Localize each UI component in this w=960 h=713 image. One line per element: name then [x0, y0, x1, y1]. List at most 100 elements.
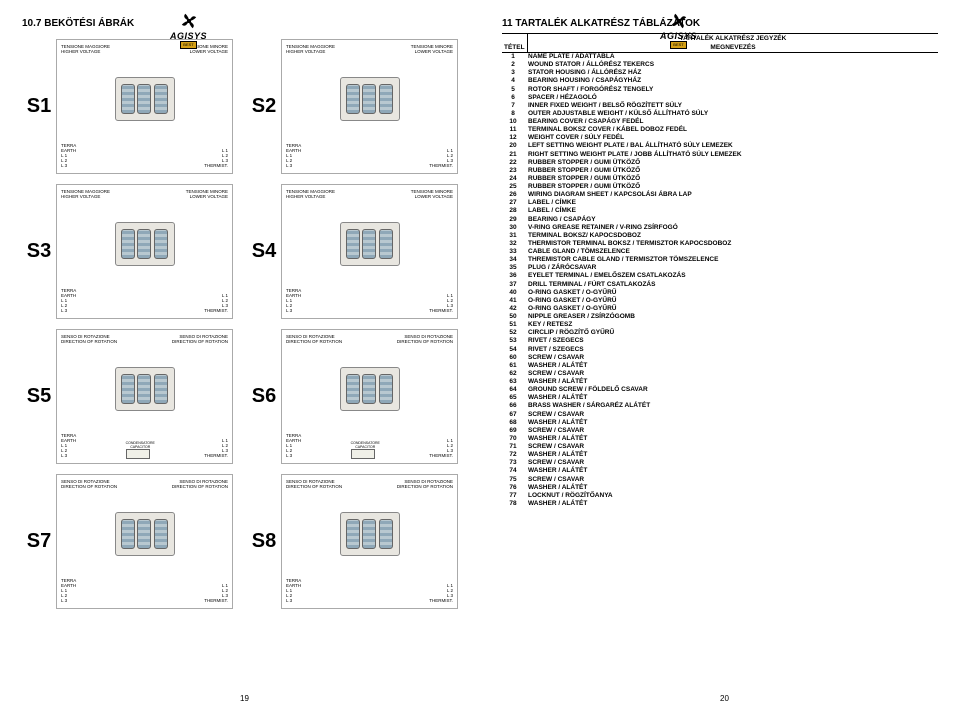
part-number: 42 — [502, 305, 528, 313]
part-number: 77 — [502, 492, 528, 500]
part-desc: ROTOR SHAFT / FORGÓRÉSZ TENGELY — [528, 86, 938, 94]
part-number: 71 — [502, 443, 528, 451]
wiring-diagram: SENSO DI ROTAZIONE DIRECTION OF ROTATION… — [56, 474, 233, 609]
part-number: 36 — [502, 272, 528, 280]
part-number: 68 — [502, 419, 528, 427]
part-number: 29 — [502, 216, 528, 224]
part-desc: BEARING COVER / CSAPÁGY FEDÉL — [528, 118, 938, 126]
part-number: 34 — [502, 256, 528, 264]
table-row: 74WASHER / ALÁTÉT — [502, 467, 938, 475]
part-number: 70 — [502, 435, 528, 443]
diagram-cell: S6 SENSO DI ROTAZIONE DIRECTION OF ROTAT… — [247, 329, 458, 464]
part-number: 32 — [502, 240, 528, 248]
part-desc: V-RING GREASE RETAINER / V-RING ZSÍRFOGÓ — [528, 224, 938, 232]
table-row: 52CIRCLIP / RÖGZÍTŐ GYŰRŰ — [502, 329, 938, 337]
table-row: 8OUTER ADJUSTABLE WEIGHT / KÜLSŐ ÁLLÍTHA… — [502, 110, 938, 118]
part-desc: LABEL / CÍMKE — [528, 199, 938, 207]
part-desc: CIRCLIP / RÖGZÍTŐ GYŰRŰ — [528, 329, 938, 337]
table-row: 41O-RING GASKET / O-GYŰRŰ — [502, 297, 938, 305]
part-number: 60 — [502, 354, 528, 362]
part-desc: BRASS WASHER / SÁRGARÉZ ALÁTÉT — [528, 402, 938, 410]
part-number: 35 — [502, 264, 528, 272]
table-row: 50NIPPLE GREASER / ZSÍRZÓGOMB — [502, 313, 938, 321]
part-number: 10 — [502, 118, 528, 126]
table-row: 31TERMINAL BOKSZ/ KAPOCSDOBOZ — [502, 232, 938, 240]
motor-icon — [340, 222, 400, 266]
part-desc: WASHER / ALÁTÉT — [528, 500, 938, 508]
part-number: 74 — [502, 467, 528, 475]
diagram-label: S2 — [247, 95, 281, 118]
part-desc: LABEL / CÍMKE — [528, 207, 938, 215]
wiring-diagram: SENSO DI ROTAZIONE DIRECTION OF ROTATION… — [281, 329, 458, 464]
col-tetel: TÉTEL — [502, 43, 528, 52]
table-row: 78WASHER / ALÁTÉT — [502, 500, 938, 508]
left-section-title: 10.7 BEKÖTÉSI ÁBRÁK — [22, 18, 458, 29]
part-number: 12 — [502, 134, 528, 142]
part-desc: THERMISTOR TERMINAL BOKSZ / TERMISZTOR K… — [528, 240, 938, 248]
table-row: 37DRILL TERMINAL / FÚRT CSATLAKOZÁS — [502, 281, 938, 289]
diagram-grid: S1 TENSIONE MAGGIORE HIGHER VOLTAGETENSI… — [22, 39, 458, 609]
part-number: 69 — [502, 427, 528, 435]
diagram-label: S3 — [22, 240, 56, 263]
table-row: 76WASHER / ALÁTÉT — [502, 484, 938, 492]
part-desc: SCREW / CSAVAR — [528, 427, 938, 435]
table-row: 67SCREW / CSAVAR — [502, 411, 938, 419]
part-desc: O-RING GASKET / O-GYŰRŰ — [528, 297, 938, 305]
wiring-diagram: SENSO DI ROTAZIONE DIRECTION OF ROTATION… — [56, 329, 233, 464]
part-desc: O-RING GASKET / O-GYŰRŰ — [528, 305, 938, 313]
part-desc: RUBBER STOPPER / GUMI ÜTKÖZŐ — [528, 175, 938, 183]
part-number: 22 — [502, 159, 528, 167]
fan-icon — [180, 12, 198, 30]
part-desc: WASHER / ALÁTÉT — [528, 435, 938, 443]
diagram-cell: S4 TENSIONE MAGGIORE HIGHER VOLTAGETENSI… — [247, 184, 458, 319]
part-desc: RUBBER STOPPER / GUMI ÜTKÖZŐ — [528, 159, 938, 167]
table-row: 72WASHER / ALÁTÉT — [502, 451, 938, 459]
part-desc: OUTER ADJUSTABLE WEIGHT / KÜLSŐ ÁLLÍTHAT… — [528, 110, 938, 118]
part-number: 53 — [502, 337, 528, 345]
table-row: 10BEARING COVER / CSAPÁGY FEDÉL — [502, 118, 938, 126]
table-row: 68WASHER / ALÁTÉT — [502, 419, 938, 427]
part-desc: SCREW / CSAVAR — [528, 411, 938, 419]
part-number: 23 — [502, 167, 528, 175]
diagram-cell: S7 SENSO DI ROTAZIONE DIRECTION OF ROTAT… — [22, 474, 233, 609]
diagram-cell: S1 TENSIONE MAGGIORE HIGHER VOLTAGETENSI… — [22, 39, 233, 174]
table-row: 77LOCKNUT / RÖGZÍTŐANYA — [502, 492, 938, 500]
table-row: 23RUBBER STOPPER / GUMI ÜTKÖZŐ — [502, 167, 938, 175]
page-number-left: 19 — [240, 694, 249, 703]
table-row: 53RIVET / SZEGECS — [502, 337, 938, 345]
motor-icon — [340, 367, 400, 411]
table-row: 63WASHER / ALÁTÉT — [502, 378, 938, 386]
part-desc: SCREW / CSAVAR — [528, 476, 938, 484]
table-row: 62SCREW / CSAVAR — [502, 370, 938, 378]
page: 10.7 BEKÖTÉSI ÁBRÁK S1 TENSIONE MAGGIORE… — [0, 0, 960, 713]
table-row: 21RIGHT SETTING WEIGHT PLATE / JOBB ÁLLÍ… — [502, 151, 938, 159]
table-row: 70WASHER / ALÁTÉT — [502, 435, 938, 443]
part-desc: WASHER / ALÁTÉT — [528, 362, 938, 370]
part-desc: LEFT SETTING WEIGHT PLATE / BAL ÁLLÍTHAT… — [528, 142, 938, 150]
part-number: 21 — [502, 151, 528, 159]
diagram-cell: S5 SENSO DI ROTAZIONE DIRECTION OF ROTAT… — [22, 329, 233, 464]
table-row: 32THERMISTOR TERMINAL BOKSZ / TERMISZTOR… — [502, 240, 938, 248]
part-number: 33 — [502, 248, 528, 256]
part-number: 31 — [502, 232, 528, 240]
part-desc: RUBBER STOPPER / GUMI ÜTKÖZŐ — [528, 167, 938, 175]
table-row: 54RIVET / SZEGECS — [502, 346, 938, 354]
wiring-diagram: TENSIONE MAGGIORE HIGHER VOLTAGETENSIONE… — [281, 184, 458, 319]
part-number: 7 — [502, 102, 528, 110]
right-section-title: 11 TARTALÉK ALKATRÉSZ TÁBLÁZATOK — [502, 18, 938, 29]
table-row: 40O-RING GASKET / O-GYŰRŰ — [502, 289, 938, 297]
wiring-diagram: TENSIONE MAGGIORE HIGHER VOLTAGETENSIONE… — [56, 39, 233, 174]
part-number: 50 — [502, 313, 528, 321]
wiring-diagram: TENSIONE MAGGIORE HIGHER VOLTAGETENSIONE… — [56, 184, 233, 319]
parts-table: 1NAME PLATE / ADATTÁBLA2WOUND STATOR / Á… — [502, 53, 938, 508]
part-number: 61 — [502, 362, 528, 370]
part-number: 30 — [502, 224, 528, 232]
part-number: 28 — [502, 207, 528, 215]
table-row: 24RUBBER STOPPER / GUMI ÜTKÖZŐ — [502, 175, 938, 183]
table-row: 28LABEL / CÍMKE — [502, 207, 938, 215]
table-row: 22RUBBER STOPPER / GUMI ÜTKÖZŐ — [502, 159, 938, 167]
part-desc: WIRING DIAGRAM SHEET / KAPCSOLÁSI ÁBRA L… — [528, 191, 938, 199]
part-desc: SCREW / CSAVAR — [528, 459, 938, 467]
part-number: 26 — [502, 191, 528, 199]
part-desc: LOCKNUT / RÖGZÍTŐANYA — [528, 492, 938, 500]
